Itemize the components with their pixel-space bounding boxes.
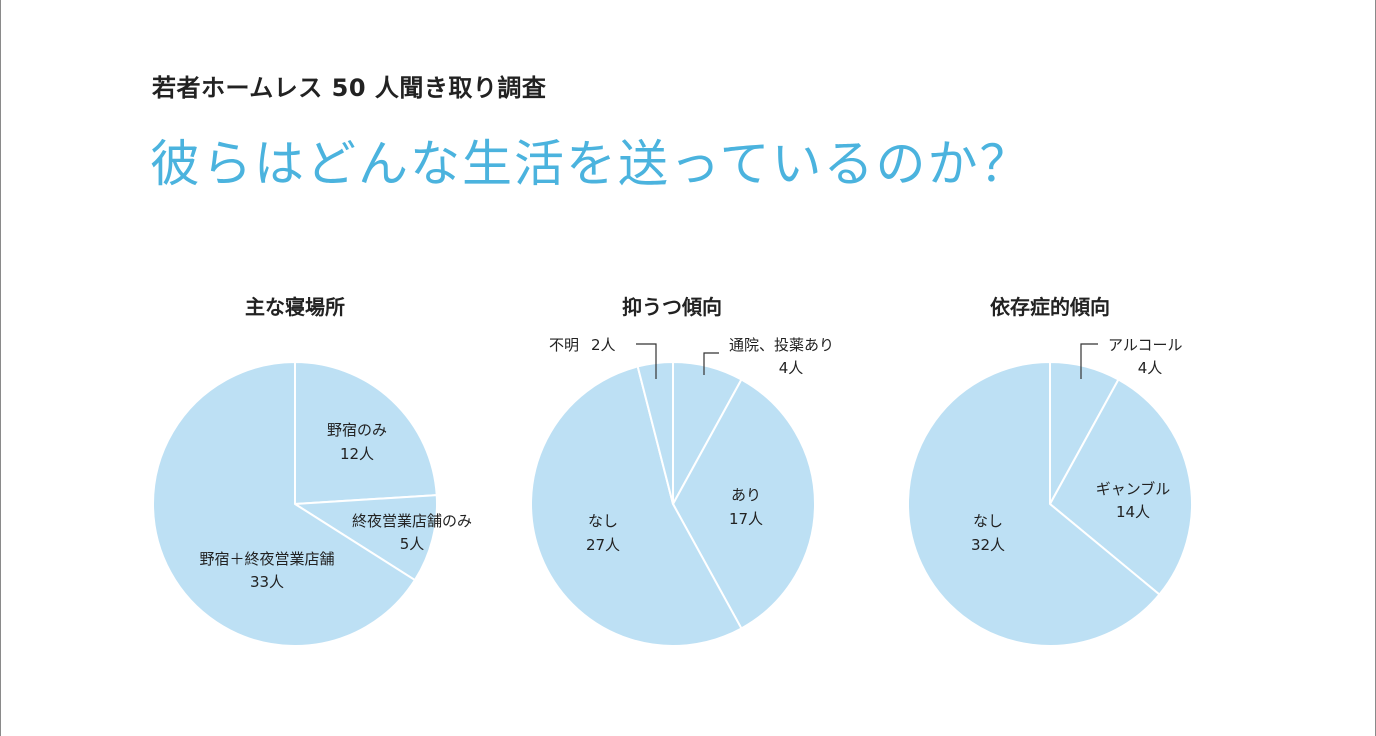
slice-label-outdoor-plus-allnight: 野宿＋終夜営業店舗	[199, 550, 334, 568]
slice-value-addiction-no: 32人	[971, 536, 1005, 554]
slice-label-allnight-only: 終夜営業店舗のみ	[352, 512, 472, 530]
pie-slice-0-1	[294, 494, 438, 582]
slice-label-gambling: ギャンブル	[1096, 480, 1171, 498]
pie-chart-depression: 通院、投薬あり 4人 不明 2人 あり 17人 なし 27人	[530, 336, 834, 647]
pie-slice-1-2	[530, 365, 743, 647]
pie-slice-0-2	[152, 361, 416, 647]
pie-slice-0-0	[294, 361, 438, 505]
slice-value-alcohol: 4人	[1138, 359, 1163, 377]
pie-slice-2-2	[907, 361, 1161, 647]
slice-value-unknown: 2人	[591, 336, 616, 354]
slice-value-outdoor-plus-allnight: 33人	[250, 573, 284, 591]
slice-label-outdoor-only: 野宿のみ	[327, 421, 387, 439]
slice-label-addiction-no: なし	[973, 512, 1003, 530]
pie-slice-1-3	[636, 361, 674, 505]
slice-label-depression-no: なし	[588, 512, 618, 530]
survey-subtitle: 若者ホームレス 50 人聞き取り調査	[152, 74, 547, 102]
leader-line-unknown	[636, 343, 657, 379]
slice-value-gambling: 14人	[1116, 503, 1150, 521]
page-title: 彼らはどんな生活を送っているのか？	[150, 135, 1032, 193]
pie-chart-sleeping-place: 野宿のみ 12人 終夜営業店舗のみ 5人 野宿＋終夜営業店舗 33人	[152, 361, 472, 647]
chart-title-addiction: 依存症的傾向	[990, 295, 1110, 319]
pie-slice-2-1	[1049, 378, 1193, 596]
slice-label-depression-yes: あり	[731, 486, 761, 504]
slice-value-depression-no: 27人	[586, 536, 620, 554]
slice-label-unknown: 不明	[549, 336, 579, 354]
pie-slice-1-1	[672, 378, 816, 630]
leader-line-treated	[703, 352, 719, 375]
slice-value-treated: 4人	[779, 359, 804, 377]
slice-label-treated: 通院、投薬あり	[729, 336, 834, 354]
leader-line-alcohol	[1080, 343, 1098, 379]
slice-value-allnight-only: 5人	[400, 535, 425, 553]
slice-value-depression-yes: 17人	[729, 510, 763, 528]
slice-label-alcohol: アルコール	[1108, 336, 1183, 354]
chart-title-sleeping-place: 主な寝場所	[245, 295, 345, 319]
slice-value-outdoor-only: 12人	[340, 445, 374, 463]
chart-title-depression: 抑うつ傾向	[622, 295, 722, 319]
pie-chart-addiction: アルコール 4人 ギャンブル 14人 なし 32人	[907, 336, 1193, 647]
